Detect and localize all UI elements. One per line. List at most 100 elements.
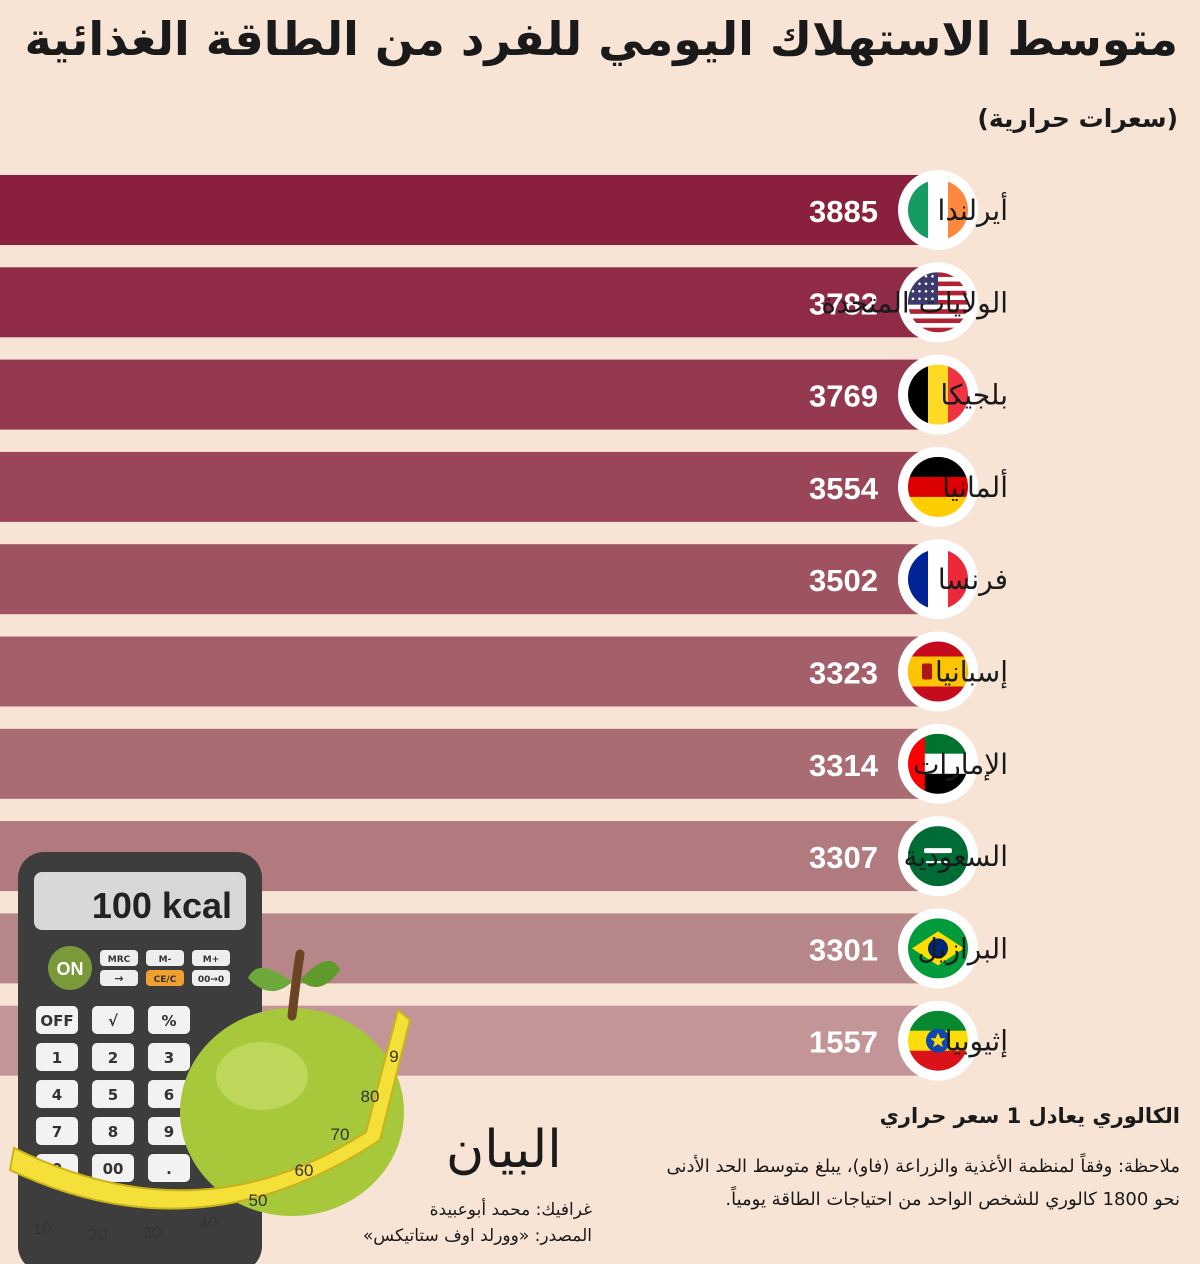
category-label: أيرلندا xyxy=(938,191,1008,227)
calculator-key xyxy=(36,1080,78,1108)
calculator-key xyxy=(148,1080,190,1108)
category-label: البرازيل xyxy=(917,932,1008,965)
calculator-key-label: 3 xyxy=(164,1049,174,1067)
data-label: 3885 xyxy=(809,194,878,229)
data-label: 3502 xyxy=(809,563,878,598)
calculator-key-label: 9 xyxy=(164,1123,174,1141)
bar-group: 3502 فرنسا xyxy=(0,539,1008,620)
calculator-key-label: 5 xyxy=(108,1086,118,1104)
category-label: ألمانيا xyxy=(942,468,1008,504)
note-text: ملاحظة: وفقاً لمنظمة الأغذية والزراعة (ف… xyxy=(666,1156,1180,1210)
tape-number: 20 xyxy=(89,1225,108,1244)
calculator-key xyxy=(92,1080,134,1108)
calculator-key-label: % xyxy=(161,1012,176,1030)
bar-group: 3769 بلجيكا xyxy=(0,354,1008,435)
on-key-label: ON xyxy=(57,959,84,979)
data-label: 3554 xyxy=(809,471,879,506)
calculator-key xyxy=(148,1043,190,1071)
bar-group: 3554 ألمانيا xyxy=(0,446,1008,527)
calculator-key-label: 00 xyxy=(103,1160,124,1178)
usa-flag-icon xyxy=(908,272,968,333)
calculator-key-label: 2 xyxy=(108,1049,118,1067)
calculator-number-keys: OFF√%123456789000. xyxy=(36,1006,190,1182)
category-label: السعودية xyxy=(903,840,1008,873)
calculator-key xyxy=(92,1043,134,1071)
ethiopia-flag-icon xyxy=(908,1010,968,1071)
data-label: 3323 xyxy=(809,656,878,691)
category-label: إثيوبيا xyxy=(945,1025,1008,1058)
calculator-key xyxy=(148,1117,190,1145)
calculator-key-label: √ xyxy=(108,1012,119,1030)
bar xyxy=(0,267,940,338)
data-label: 3307 xyxy=(809,840,878,875)
calculator-display xyxy=(34,872,246,930)
calculator-key xyxy=(36,1006,78,1034)
bar xyxy=(0,359,940,430)
calculator-key-label: 4 xyxy=(52,1086,62,1104)
france-flag-icon xyxy=(908,549,968,610)
data-label: 3301 xyxy=(809,932,878,967)
unit-label: (سعرات حرارية) xyxy=(977,104,1178,133)
data-label: 3769 xyxy=(809,379,878,414)
tape-numbers: 10 20 30 40 50 60 70 80 9 xyxy=(33,1047,399,1244)
note-heading: الكالوري يعادل 1 سعر حراري xyxy=(879,1104,1180,1128)
calculator-key xyxy=(36,1117,78,1145)
category-label: الإمارات xyxy=(913,748,1008,781)
key-m-minus: M- xyxy=(159,955,172,965)
bar xyxy=(0,175,940,245)
tape-number: 70 xyxy=(331,1125,350,1144)
bar xyxy=(0,544,940,615)
key-m-plus: M+ xyxy=(203,955,220,965)
tape-number: 9 xyxy=(389,1047,398,1066)
category-label: بلجيكا xyxy=(940,379,1008,412)
calculator-key xyxy=(92,1117,134,1145)
calculator-key-label: 6 xyxy=(164,1086,174,1104)
spain-flag-icon xyxy=(908,641,968,702)
calculator-key-label: . xyxy=(166,1160,172,1178)
tape-number: 40 xyxy=(199,1213,218,1232)
brazil-flag-icon xyxy=(908,918,968,979)
belgium-flag-icon xyxy=(908,364,968,425)
apple-stem xyxy=(287,949,305,1021)
calculator-key-label: 7 xyxy=(52,1123,62,1141)
calculator-key xyxy=(36,1043,78,1071)
key-mrc: MRC xyxy=(108,955,131,965)
tape-number: 30 xyxy=(143,1223,162,1242)
apple-leaf xyxy=(248,967,292,992)
calculator-key xyxy=(92,1154,134,1182)
tape-number: 60 xyxy=(295,1161,314,1180)
calculator-key xyxy=(148,1154,190,1182)
calculator-key xyxy=(148,1006,190,1034)
category-label: الولايات المتحدة xyxy=(821,286,1008,319)
chart-title: متوسط الاستهلاك اليومي للفرد من الطاقة ا… xyxy=(24,12,1178,66)
bar-group: 3885 أيرلندا xyxy=(0,170,1008,250)
calculator-apple-illustration: 100 kcal ON MRC M- M+ → CE/C 00→0 OFF √ % 1… xyxy=(8,852,412,1264)
ireland-flag-icon xyxy=(908,180,968,240)
bar xyxy=(0,636,940,707)
category-label: فرنسا xyxy=(938,563,1008,596)
apple-leaf xyxy=(300,961,340,988)
key-zero-arrow: 00→0 xyxy=(198,975,224,985)
data-label: 3782 xyxy=(809,286,878,321)
bar xyxy=(0,728,940,799)
calculator-key-label: 8 xyxy=(108,1123,118,1141)
bar-group: 3314 الإمارات xyxy=(0,723,1008,804)
data-label: 1557 xyxy=(809,1025,878,1060)
calculator-display-text: 100 kcal xyxy=(92,885,232,926)
data-label: 3314 xyxy=(809,748,879,783)
key-ce-c: CE/C xyxy=(154,975,177,985)
category-label: إسبانيا xyxy=(935,656,1008,689)
source-credit: المصدر: «وورلد اوف ستاتيكس» xyxy=(362,1226,592,1246)
uae-flag-icon xyxy=(908,733,968,794)
germany-flag-icon xyxy=(908,456,968,517)
key-arrow: → xyxy=(114,972,123,985)
graphic-credit: غرافيك: محمد أبوعبيدة xyxy=(429,1200,592,1220)
tape-number: 80 xyxy=(361,1087,380,1106)
bar xyxy=(0,451,940,522)
on-key xyxy=(48,946,92,990)
calculator-key-label: 1 xyxy=(52,1049,62,1067)
calculator-function-keys: MRC M- M+ → CE/C 00→0 xyxy=(100,950,230,986)
tape-number: 10 xyxy=(33,1219,52,1238)
